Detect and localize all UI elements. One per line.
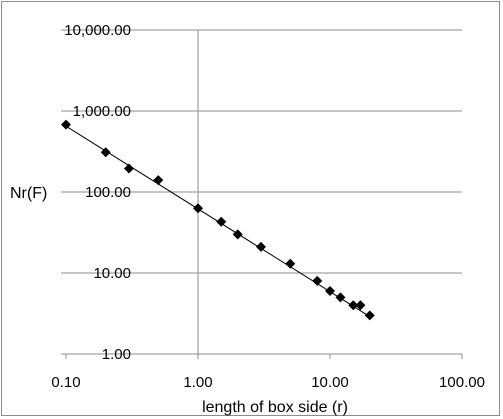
data-point (61, 119, 71, 130)
data-point (285, 258, 296, 269)
data-point (355, 300, 366, 311)
x-tick-label: 1.00 (183, 374, 212, 391)
data-point (216, 216, 227, 227)
x-axis-title: length of box side (r) (202, 399, 348, 416)
data-points (61, 119, 375, 321)
x-tick-label: 100.00 (439, 374, 485, 391)
x-tick-label: 10.00 (311, 374, 349, 391)
data-point (232, 229, 243, 240)
data-point (153, 175, 164, 186)
data-point (312, 275, 323, 286)
data-point (364, 310, 375, 321)
y-tick-label: 1,000.00 (73, 103, 131, 120)
data-point (335, 292, 346, 303)
y-tick-labels: 1.00 10.00 100.00 1,000.00 10,000.00 (64, 22, 131, 363)
y-axis-title: Nr(F) (10, 185, 47, 202)
x-tick-label: 0.10 (51, 374, 80, 391)
y-tick-label: 10,000.00 (64, 22, 131, 39)
data-point (123, 163, 134, 174)
y-tick-label: 1.00 (102, 346, 131, 363)
data-point (348, 300, 359, 311)
y-tick-label: 10.00 (93, 265, 131, 282)
data-point (255, 241, 266, 252)
x-tick-labels: 0.10 1.00 10.00 100.00 (51, 374, 485, 391)
data-point (193, 203, 203, 214)
data-point (100, 147, 111, 158)
data-point (325, 285, 335, 296)
axes (61, 29, 463, 359)
y-tick-label: 100.00 (85, 184, 131, 201)
